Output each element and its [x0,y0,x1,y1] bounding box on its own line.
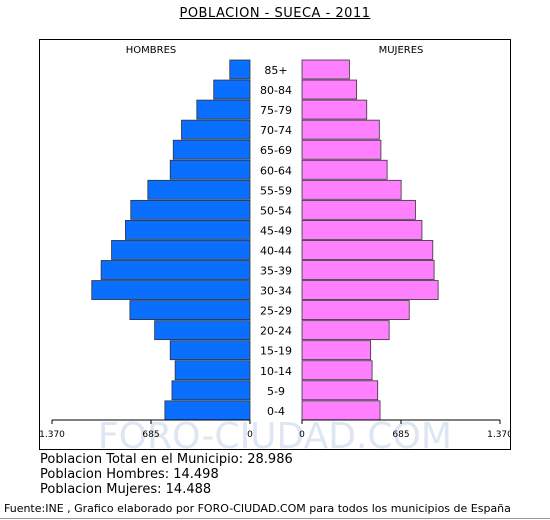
age-group-label: 60-64 [260,164,292,177]
female-bar [301,99,368,120]
x-tick-label: 1.370 [487,430,510,440]
female-bar [301,240,434,260]
age-group-label: 10-14 [260,365,292,378]
age-group-label: 0-4 [267,405,285,418]
female-bar [301,380,379,401]
male-bar [229,59,251,80]
chart-frame: FORO-CIUDAD.COM HOMBRES MUJERES 85+ 80-84 75-… [39,39,511,450]
x-tick-label: 685 [392,430,409,440]
x-tick-label: 1.370 [40,430,65,440]
male-bar [169,159,251,180]
male-bar [213,79,251,100]
male-bar [171,380,251,401]
age-group-label: 70-74 [260,124,292,137]
female-bar [301,300,410,321]
male-bar [164,400,251,421]
stat-total: Poblacion Total en el Municipio: 28.986 [40,452,293,467]
female-bar [301,219,423,240]
bottom-divider [0,518,550,519]
female-bar [301,280,439,300]
male-bar [154,320,251,341]
female-bar [301,199,416,220]
age-group-label: 75-79 [260,104,292,117]
male-bar [130,199,251,220]
female-bar [301,159,388,180]
stat-hombres: Poblacion Hombres: 14.498 [40,467,219,482]
male-bar [181,119,251,140]
age-group-label: 50-54 [260,204,292,217]
stat-mujeres: Poblacion Mujeres: 14.488 [40,482,212,497]
female-bar [301,139,382,160]
female-bar [301,119,380,140]
male-bar [100,260,251,280]
male-bar [174,360,251,381]
age-group-label: 30-34 [260,285,292,298]
age-group-label: 15-19 [260,345,292,358]
female-bar [301,360,373,381]
age-group-label: 5-9 [267,385,285,398]
x-tick-label: 0 [299,430,305,440]
female-bar [301,79,358,100]
right-series-label: MUJERES [379,45,424,56]
female-bar [301,59,350,80]
female-bar [301,400,381,421]
male-bar [169,340,251,361]
age-group-label: 55-59 [260,184,292,197]
female-bar [301,260,435,280]
x-tick-label: 685 [142,430,159,440]
left-series-label: HOMBRES [126,45,177,56]
age-group-label: 80-84 [260,84,292,97]
age-group-label: 25-29 [260,305,292,318]
male-bar [111,240,251,260]
source-footer: Fuente:INE , Grafico elaborado por FORO-… [4,502,511,515]
male-bar [196,99,251,120]
population-pyramid: FORO-CIUDAD.COM HOMBRES MUJERES 85+ 80-84 75-… [40,45,510,449]
male-bar [147,179,251,200]
age-group-label: 65-69 [260,144,292,157]
age-group-label: 45-49 [260,224,292,237]
female-bar [301,320,390,341]
age-group-label: 85+ [264,64,287,77]
male-bar [129,300,251,321]
age-group-label: 20-24 [260,325,292,338]
age-group-label: 40-44 [260,244,292,257]
female-bar [301,179,402,200]
chart-title: POBLACION - SUECA - 2011 [179,6,371,21]
age-group-label: 35-39 [260,265,292,278]
male-bar [172,139,251,160]
female-bar [301,340,372,361]
male-bar [125,219,251,240]
male-bar [91,280,251,300]
watermark: FORO-CIUDAD.COM [98,416,452,449]
x-tick-label: 0 [247,430,253,440]
